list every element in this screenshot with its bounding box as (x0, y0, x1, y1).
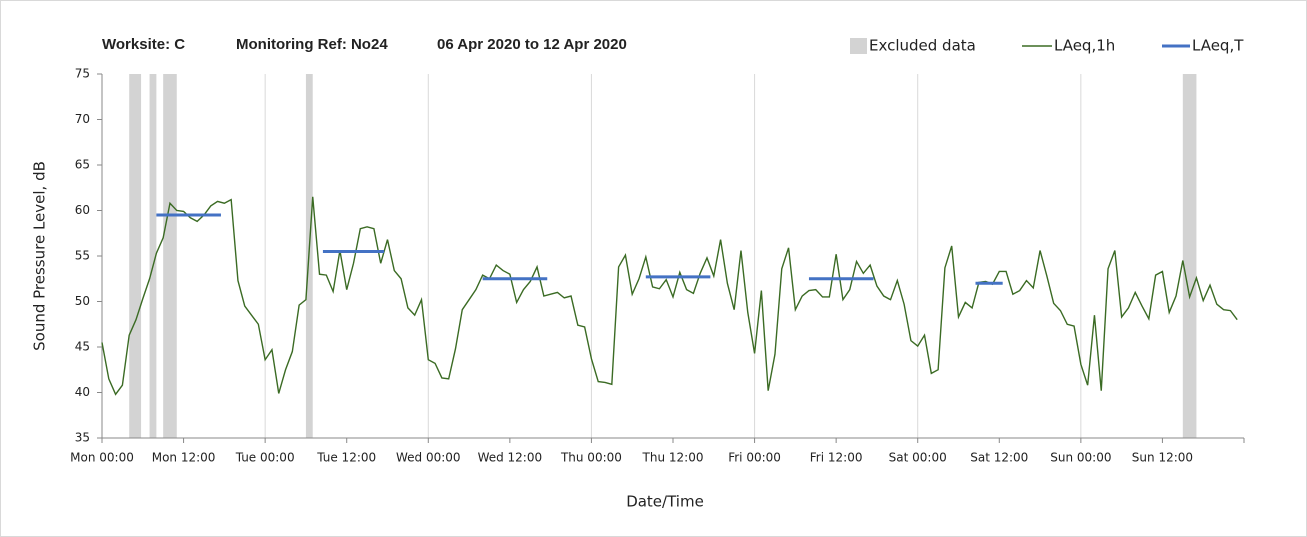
x-tick-label: Sat 00:00 (889, 451, 947, 465)
y-tick-label: 75 (75, 67, 90, 81)
x-tick-label: Tue 12:00 (316, 451, 376, 465)
x-tick-label: Mon 00:00 (70, 451, 134, 465)
legend-label: LAeq,T (1192, 37, 1244, 55)
x-tick-label: Sun 00:00 (1050, 451, 1111, 465)
x-tick-label: Fri 00:00 (728, 451, 781, 465)
y-axis-label: Sound Pressure Level, dB (31, 161, 49, 351)
x-tick-label: Fri 12:00 (810, 451, 863, 465)
y-tick-label: 50 (75, 294, 90, 308)
excluded-band (1182, 74, 1197, 438)
series-line (101, 196, 1238, 396)
legend-swatch (850, 38, 867, 54)
y-tick-label: 60 (75, 203, 90, 217)
x-tick-label: Wed 12:00 (478, 451, 543, 465)
legend-label: Excluded data (869, 37, 976, 55)
y-tick-label: 45 (75, 340, 90, 354)
x-tick-label: Tue 00:00 (235, 451, 295, 465)
title-ref: Monitoring Ref: No24 (236, 36, 388, 53)
x-tick-label: Wed 00:00 (396, 451, 461, 465)
y-tick-label: 55 (75, 249, 90, 263)
x-tick-label: Mon 12:00 (152, 451, 216, 465)
y-tick-label: 70 (75, 112, 90, 126)
title-worksite: Worksite: C (102, 36, 185, 53)
x-axis-label: Date/Time (626, 493, 704, 511)
x-tick-label: Thu 00:00 (560, 451, 622, 465)
y-tick-label: 65 (75, 158, 90, 172)
title-dates: 06 Apr 2020 to 12 Apr 2020 (437, 36, 627, 53)
x-tick-label: Thu 12:00 (642, 451, 704, 465)
legend-label: LAeq,1h (1054, 37, 1115, 55)
y-tick-label: 40 (75, 385, 90, 399)
excluded-band (163, 74, 177, 438)
excluded-band (129, 74, 142, 438)
excluded-band (149, 74, 157, 438)
y-tick-label: 35 (75, 431, 90, 445)
x-tick-label: Sat 12:00 (970, 451, 1028, 465)
x-tick-label: Sun 12:00 (1132, 451, 1193, 465)
